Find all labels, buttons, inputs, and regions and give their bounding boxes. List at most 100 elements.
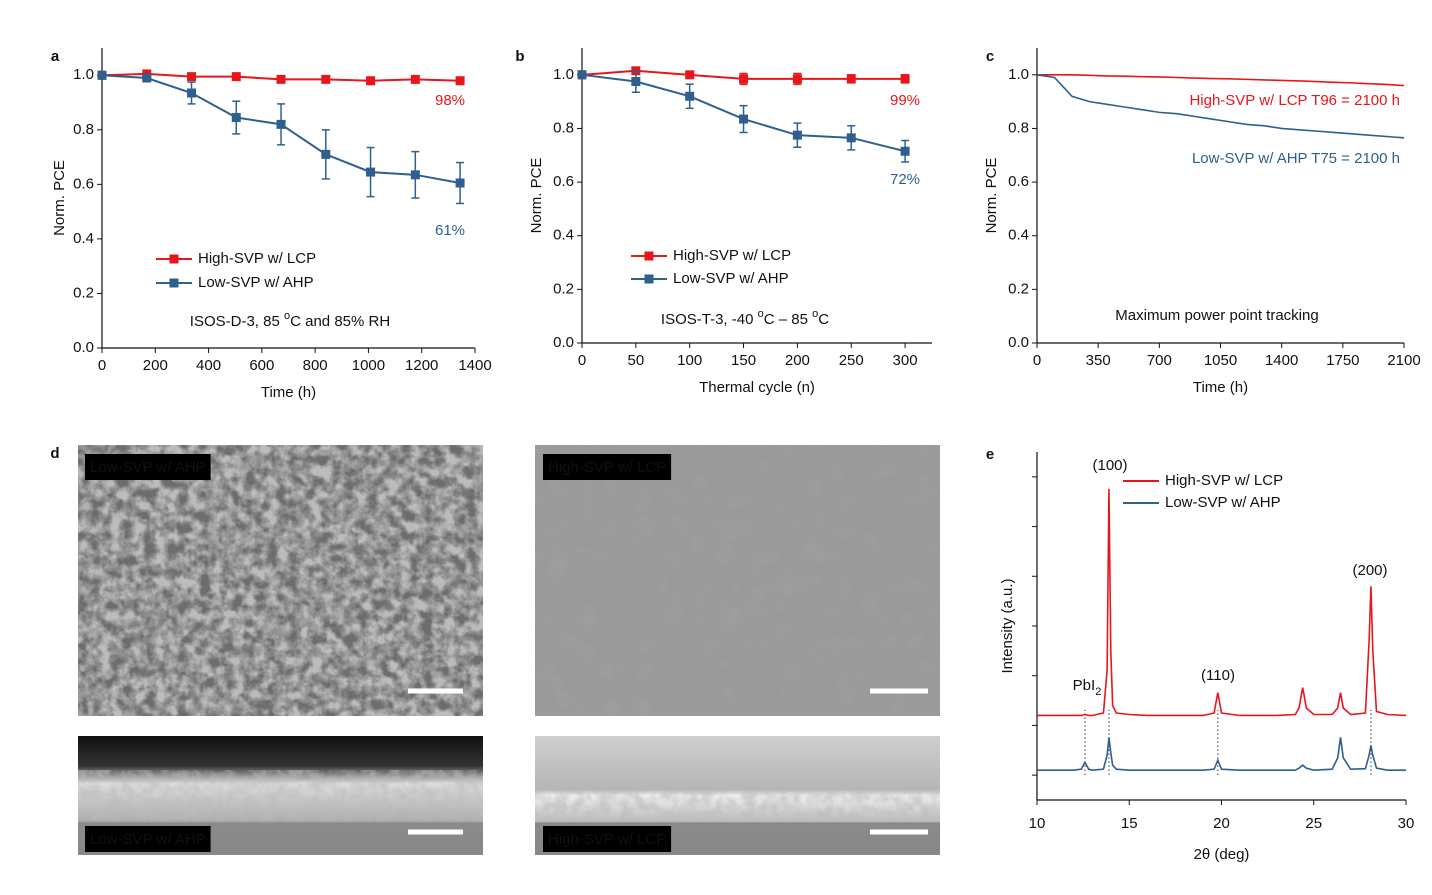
marker: [276, 119, 286, 129]
image-label: Low-SVP w/ AHP: [90, 459, 206, 476]
x-tick-label: 25: [1305, 815, 1322, 832]
marker: [792, 74, 802, 84]
y-tick-label: 0.4: [553, 227, 574, 244]
annotation-part: ISOS-D-3, 85: [190, 313, 284, 330]
annotation: (200): [1352, 562, 1387, 579]
marker: [187, 88, 197, 98]
annotation-part: C – 85: [764, 311, 812, 328]
marker: [792, 130, 802, 140]
marker: [410, 74, 420, 84]
legend-label: High-SVP w/ LCP: [1165, 472, 1283, 489]
sem-texture: [78, 770, 483, 820]
series-line: [1037, 737, 1406, 771]
legend-marker: [169, 254, 179, 264]
x-tick-label: 600: [249, 357, 274, 374]
y-tick-label: 0.4: [1008, 227, 1029, 244]
x-tick-label: 0: [1033, 352, 1041, 369]
legend-marker: [644, 251, 654, 261]
annotation-part: 2: [1095, 686, 1101, 698]
marker: [455, 178, 465, 188]
annotation-part: (110): [1201, 667, 1235, 684]
annotation: ISOS-D-3, 85 oC and 85% RH: [190, 310, 390, 330]
y-tick-label: 0.6: [73, 175, 94, 192]
x-tick-label: 2100: [1387, 352, 1420, 369]
marker: [276, 74, 286, 84]
series-line: [1036, 74, 1405, 139]
marker: [631, 77, 641, 87]
x-axis-label: Time (h): [261, 384, 316, 401]
annotation-part: 61%: [435, 222, 465, 239]
y-tick-label: 1.0: [553, 66, 574, 83]
x-tick-label: 1400: [1265, 352, 1298, 369]
marker: [97, 70, 107, 80]
x-tick-label: 350: [1086, 352, 1111, 369]
marker: [321, 149, 331, 159]
image-label-bg: [85, 454, 211, 480]
image-label-bg: [85, 826, 211, 852]
y-tick-label: 0.2: [73, 284, 94, 301]
x-tick-label: 0: [578, 352, 586, 369]
marker: [455, 76, 465, 86]
x-tick-label: 1750: [1326, 352, 1359, 369]
x-tick-label: 200: [143, 357, 168, 374]
y-axis-label: Norm. PCE: [51, 160, 68, 236]
x-tick-label: 15: [1121, 815, 1138, 832]
annotation: Low-SVP w/ AHP T75 = 2100 h: [1192, 150, 1400, 167]
annotation-part: PbI: [1073, 677, 1096, 694]
x-tick-label: 250: [839, 352, 864, 369]
image-label: High-SVP w/ LCP: [548, 831, 666, 848]
x-tick-label: 400: [196, 357, 221, 374]
y-tick-label: 0.6: [553, 173, 574, 190]
marker: [685, 70, 695, 80]
marker: [900, 146, 910, 156]
y-tick-label: 1.0: [1008, 66, 1029, 83]
x-axis-label: 2θ (deg): [1194, 846, 1250, 863]
y-tick-label: 0.0: [73, 339, 94, 356]
x-tick-label: 30: [1398, 815, 1415, 832]
chart-panel: a 0 200 400 600 800 1000 1200 1400 0.0 0.2 0.4 0.6 0.…: [51, 48, 492, 401]
legend-label: High-SVP w/ LCP: [673, 247, 791, 264]
annotation-part: 72%: [890, 171, 920, 188]
x-tick-label: 100: [677, 352, 702, 369]
panel-letter: a: [51, 48, 60, 65]
y-tick-label: 0.8: [1008, 119, 1029, 136]
annotation: PbI2: [1073, 677, 1102, 698]
y-tick-label: 0.6: [1008, 173, 1029, 190]
sem-texture: [535, 790, 940, 820]
y-tick-label: 0.2: [553, 280, 574, 297]
legend-label: High-SVP w/ LCP: [198, 250, 316, 267]
annotation: 99%: [890, 92, 920, 109]
marker: [739, 114, 749, 124]
panel-letter: b: [515, 48, 524, 65]
image-label-bg: [543, 454, 672, 480]
marker: [142, 73, 152, 83]
marker: [846, 133, 856, 143]
annotation-part: 99%: [890, 92, 920, 109]
marker: [900, 74, 910, 84]
x-tick-label: 20: [1213, 815, 1230, 832]
annotation-part: ISOS-T-3, -40: [661, 311, 758, 328]
panel-letter: e: [986, 446, 994, 463]
sem-images: [78, 445, 940, 855]
annotation-part: (100): [1092, 457, 1127, 474]
x-tick-label: 50: [628, 352, 645, 369]
annotation-part: Low-SVP w/ AHP T75 = 2100 h: [1192, 150, 1400, 167]
x-tick-label: 150: [731, 352, 756, 369]
marker: [366, 76, 376, 86]
annotation-part: o: [284, 310, 290, 322]
annotation: Maximum power point tracking: [1115, 307, 1318, 324]
x-tick-label: 1000: [352, 357, 385, 374]
series-line: [1037, 488, 1407, 717]
legend-marker: [169, 278, 179, 288]
annotation: ISOS-T-3, -40 oC – 85 oC: [661, 308, 829, 328]
annotation: 72%: [890, 171, 920, 188]
y-tick-label: 1.0: [73, 66, 94, 83]
annotation: High-SVP w/ LCP T96 = 2100 h: [1189, 92, 1400, 109]
marker: [366, 167, 376, 177]
image-label-bg: [543, 826, 672, 852]
panel-letter: c: [986, 48, 994, 65]
annotation: (100): [1092, 457, 1127, 474]
legend-label: Low-SVP w/ AHP: [198, 274, 314, 291]
legend-label: Low-SVP w/ AHP: [673, 270, 789, 287]
x-tick-label: 1050: [1204, 352, 1237, 369]
